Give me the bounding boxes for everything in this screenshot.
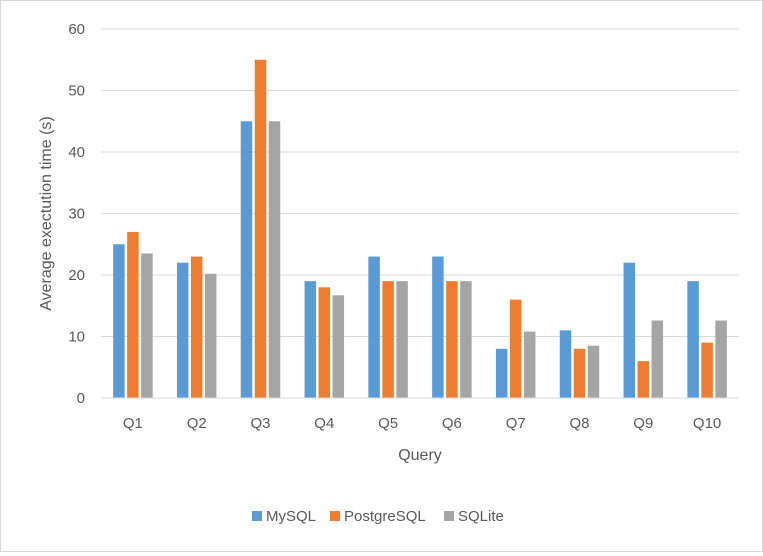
x-tick-label: Q7 [506,415,526,432]
bar-postgresql-q5 [382,281,394,398]
y-tick-label: 60 [68,21,85,38]
x-tick-label: Q3 [250,415,270,432]
bar-postgresql-q10 [701,342,713,398]
bar-sqlite-q10 [715,320,727,398]
y-axis-tick-labels: 0 10 20 30 40 50 60 [68,21,85,407]
legend-swatch-mysql [252,511,262,521]
x-tick-label: Q10 [693,415,721,432]
bar-sqlite-q4 [332,295,345,398]
bars [113,59,727,398]
y-axis-label: Average exectution time (s) [38,116,55,310]
x-axis-label: Query [398,447,442,464]
x-tick-label: Q6 [442,415,462,432]
legend: MySQL PostgreSQL SQLite [252,508,504,525]
bar-sqlite-q7 [523,331,536,398]
y-tick-label: 30 [68,206,85,223]
bar-sqlite-q2 [204,273,217,398]
bar-sqlite-q3 [268,121,281,398]
bar-sqlite-q9 [651,320,664,398]
x-tick-label: Q4 [314,415,334,432]
bar-postgresql-q7 [509,299,522,398]
y-tick-label: 40 [68,144,85,161]
bar-postgresql-q6 [446,281,458,398]
legend-swatch-sqlite [444,511,454,521]
bar-mysql-q3 [240,121,253,398]
x-tick-label: Q1 [123,415,143,432]
x-tick-label: Q5 [378,415,398,432]
y-tick-label: 50 [68,83,85,100]
bar-mysql-q1 [113,244,125,398]
bar-sqlite-q8 [587,345,600,398]
legend-label-sqlite: SQLite [458,508,504,525]
x-tick-label: Q2 [187,415,207,432]
y-tick-label: 10 [68,329,85,346]
x-axis-tick-labels: Q1 Q2 Q3 Q4 Q5 Q6 Q7 Q8 Q9 Q10 [123,415,721,432]
bar-mysql-q10 [687,281,699,398]
bar-mysql-q2 [176,262,189,398]
x-tick-label: Q8 [569,415,589,432]
bar-mysql-q6 [432,256,444,398]
legend-swatch-postgresql [330,511,340,521]
bar-sqlite-q5 [396,281,408,398]
legend-label-postgresql: PostgreSQL [344,508,426,525]
bar-mysql-q7 [495,348,508,398]
y-tick-label: 20 [68,267,85,284]
bar-mysql-q5 [368,256,380,398]
legend-label-mysql: MySQL [266,508,316,525]
x-tick-label: Q9 [633,415,653,432]
y-tick-label: 0 [77,390,85,407]
bar-sqlite-q6 [460,281,472,398]
bar-mysql-q9 [623,262,636,398]
bar-postgresql-q1 [127,231,139,398]
bar-mysql-q8 [559,330,572,398]
bar-sqlite-q1 [141,253,153,398]
bar-postgresql-q9 [637,361,650,398]
bar-mysql-q4 [304,281,317,398]
bar-postgresql-q2 [190,256,203,398]
bar-postgresql-q8 [573,348,586,398]
bar-postgresql-q4 [318,287,331,398]
bar-postgresql-q3 [254,59,267,398]
